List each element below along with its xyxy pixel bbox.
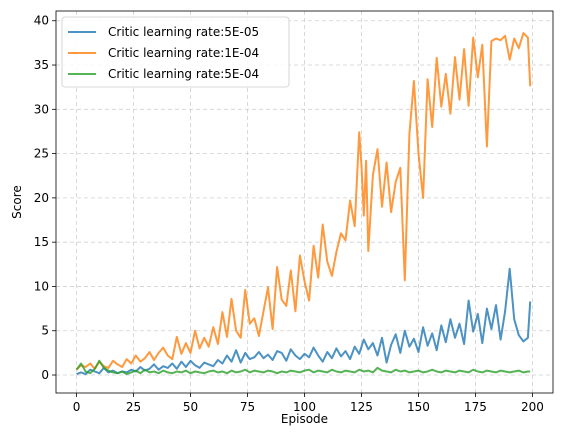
y-tick-label: 0 [41, 368, 49, 382]
y-tick-label: 25 [34, 147, 49, 161]
legend-label-2: Critic learning rate:1E-04 [108, 46, 259, 60]
x-tick-label: 150 [407, 400, 430, 414]
x-tick-label: 100 [293, 400, 316, 414]
y-tick-label: 5 [41, 324, 49, 338]
x-axis-ticks: 0 25 50 75 100 125 150 175 200 [73, 393, 544, 414]
y-tick-label: 15 [34, 235, 49, 249]
y-tick-label: 40 [34, 14, 49, 28]
y-axis-ticks: 0 5 10 15 20 25 30 35 40 [34, 14, 56, 382]
x-tick-label: 50 [183, 400, 198, 414]
y-tick-label: 10 [34, 279, 49, 293]
x-tick-label: 0 [73, 400, 81, 414]
legend-box [61, 16, 290, 88]
plot-area [75, 32, 532, 376]
legend-label-3: Critic learning rate:5E-04 [108, 67, 259, 81]
series-line-3 [75, 359, 531, 376]
x-tick-label: 125 [350, 400, 373, 414]
series-line-2 [75, 32, 532, 371]
x-tick-label: 75 [240, 400, 255, 414]
x-tick-label: 175 [464, 400, 487, 414]
x-tick-label: 200 [521, 400, 544, 414]
legend-label-1: Critic learning rate:5E-05 [108, 25, 259, 39]
x-axis-label: Episode [281, 412, 328, 426]
y-tick-label: 30 [34, 102, 49, 116]
y-tick-label: 20 [34, 191, 49, 205]
series-line-1 [76, 267, 532, 376]
y-axis-label: Score [10, 185, 24, 219]
y-tick-label: 35 [34, 58, 49, 72]
x-tick-label: 25 [126, 400, 141, 414]
legend: Critic learning rate:5E-05 Critic learnin… [61, 16, 290, 88]
